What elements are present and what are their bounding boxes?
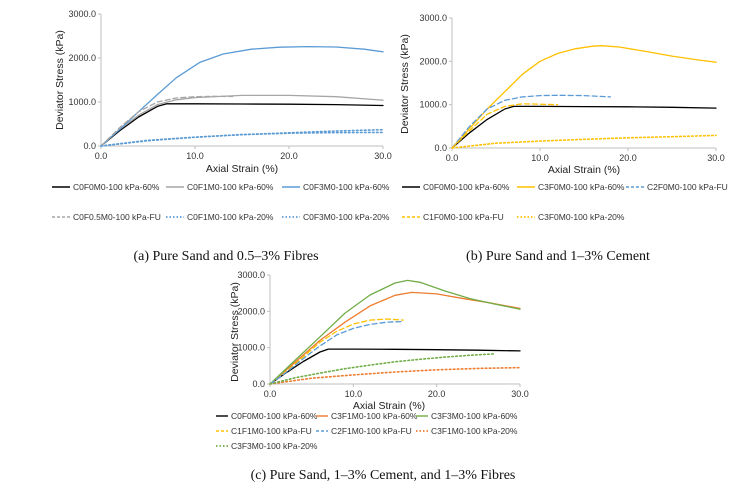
legend-item: C3F1M0-100 kPa-20% [416,426,518,436]
legend-item: C0F3M0-100 kPa-20% [282,212,390,222]
caption-a: (a) Pure Sand and 0.5–3% Fibres [133,249,318,264]
x-tick-label: 30.0 [707,153,725,163]
x-tick-label: 20.0 [619,153,637,163]
legend-label: C3F0M0-100 kPa-60% [538,182,625,192]
y-tick-label: 0.0 [83,141,96,151]
x-tick-label: 30.0 [374,151,392,161]
legend-label: C1F0M0-100 kPa-FU [423,212,504,222]
legend-item: C3F1M0-100 kPa-60% [316,411,418,421]
legend-label: C0F1M0-100 kPa-60% [187,182,274,192]
series-line [100,128,384,147]
legend-item: C0F0.5M0-100 kPa-FU [52,212,161,222]
series-line [100,103,384,147]
x-tick-label: 10.0 [345,389,363,399]
x-tick-label: 20.0 [280,151,298,161]
plot-a: 0.0 1000.0 2000.0 3000.0 0.0 10.0 20.0 30.0 [68,9,391,161]
x-tick-label: 0.0 [264,389,277,399]
legend-label: C2F1M0-100 kPa-FU [331,426,412,436]
panel-c: 0.0 1000.0 2000.0 3000.0 0.0 10.0 20.0 30.0 Axi… [216,270,529,483]
legend-item: C2F1M0-100 kPa-FU [316,426,412,436]
caption-b: (b) Pure Sand and 1–3% Cement [466,249,650,264]
x-axis-label-c: Axial Strain (%) [353,400,425,412]
legend-item: C0F0M0-100 kPa-60% [52,182,160,192]
y-axis-label-b: Deviator Stress (kPa) [399,34,411,134]
y-tick-label: 2000.0 [68,53,96,63]
x-tick-label: 30.0 [511,389,529,399]
legend-label: C0F0M0-100 kPa-60% [423,182,510,192]
y-tick-label: 1000.0 [68,97,96,107]
legend-label: C3F1M0-100 kPa-20% [431,426,518,436]
x-tick-label: 0.0 [446,153,459,163]
legend-item: C0F1M0-100 kPa-20% [166,212,274,222]
legend-item: C0F3M0-100 kPa-60% [282,182,390,192]
legend-label: C0F0M0-100 kPa-60% [73,182,160,192]
legend-label: C1F1M0-100 kPa-FU [231,426,312,436]
legend-a: C0F0M0-100 kPa-60% C0F1M0-100 kPa-60% C0F3… [52,182,390,222]
panel-b: 0.0 1000.0 2000.0 3000.0 0.0 10.0 20.0 30.0 Axi… [399,13,728,264]
series-line [100,94,384,147]
legend-item: C1F1M0-100 kPa-FU [216,426,312,436]
y-tick-label: 2000.0 [237,306,265,316]
legend-item: C0F0M0-100 kPa-60% [402,182,510,192]
x-tick-label: 20.0 [428,389,446,399]
series-line [451,134,717,149]
legend-item: C0F0M0-100 kPa-60% [216,411,318,421]
y-tick-label: 1000.0 [419,100,447,110]
series-line [269,318,404,385]
legend-b: C0F0M0-100 kPa-60% C3F0M0-100 kPa-60% C2F0… [402,182,728,222]
series-line [451,45,717,149]
y-tick-label: 3000.0 [68,9,96,19]
legend-label: C0F3M0-100 kPa-20% [303,212,390,222]
y-tick-label: 3000.0 [237,270,265,280]
series-line [269,348,521,385]
legend-item: C3F0M0-100 kPa-20% [517,212,625,222]
legend-item: C0F1M0-100 kPa-60% [166,182,274,192]
legend-label: C0F0M0-100 kPa-60% [231,411,318,421]
x-tick-label: 10.0 [531,153,549,163]
plot-c: 0.0 1000.0 2000.0 3000.0 0.0 10.0 20.0 30.0 [237,270,528,399]
x-axis-label-b: Axial Strain (%) [548,164,620,176]
caption-c: (c) Pure Sand, 1–3% Cement, and 1–3% Fib… [251,468,516,483]
y-tick-label: 2000.0 [419,56,447,66]
legend-item: C3F3M0-100 kPa-60% [416,411,518,421]
y-tick-label: 3000.0 [419,13,447,23]
series-line [269,320,404,385]
x-tick-label: 0.0 [95,151,108,161]
series-line [100,95,234,147]
y-tick-label: 0.0 [252,379,265,389]
legend-label: C0F0.5M0-100 kPa-FU [73,212,161,222]
series-line [269,279,521,385]
legend-label: C2F0M0-100 kPa-FU [647,182,728,192]
legend-c: C0F0M0-100 kPa-60% C3F1M0-100 kPa-60% C3F3… [216,411,518,451]
legend-item: C3F3M0-100 kPa-20% [216,441,318,451]
legend-label: C0F3M0-100 kPa-60% [303,182,390,192]
legend-label: C0F1M0-100 kPa-20% [187,212,274,222]
series-line [269,291,521,385]
series-line [451,103,559,149]
legend-label: C3F1M0-100 kPa-60% [331,411,418,421]
legend-label: C3F3M0-100 kPa-60% [431,411,518,421]
legend-item: C1F0M0-100 kPa-FU [402,212,504,222]
legend-item: C3F0M0-100 kPa-60% [517,182,625,192]
series-line [269,352,496,385]
series-line [269,366,521,385]
panel-a: 0.0 1000.0 2000.0 3000.0 0.0 10.0 20.0 30.0 Axi… [52,9,392,264]
x-tick-label: 10.0 [186,151,204,161]
series-line [451,105,717,149]
y-axis-label-a: Deviator Stress (kPa) [54,30,66,130]
y-tick-label: 1000.0 [237,343,265,353]
y-axis-label-c: Deviator Stress (kPa) [229,282,241,382]
x-axis-label-a: Axial Strain (%) [206,163,278,175]
legend-item: C2F0M0-100 kPa-FU [626,182,728,192]
y-tick-label: 0.0 [434,143,447,153]
plot-b: 0.0 1000.0 2000.0 3000.0 0.0 10.0 20.0 30.0 [419,13,724,163]
legend-label: C3F3M0-100 kPa-20% [231,441,318,451]
legend-label: C3F0M0-100 kPa-20% [538,212,625,222]
series-line [451,94,612,149]
